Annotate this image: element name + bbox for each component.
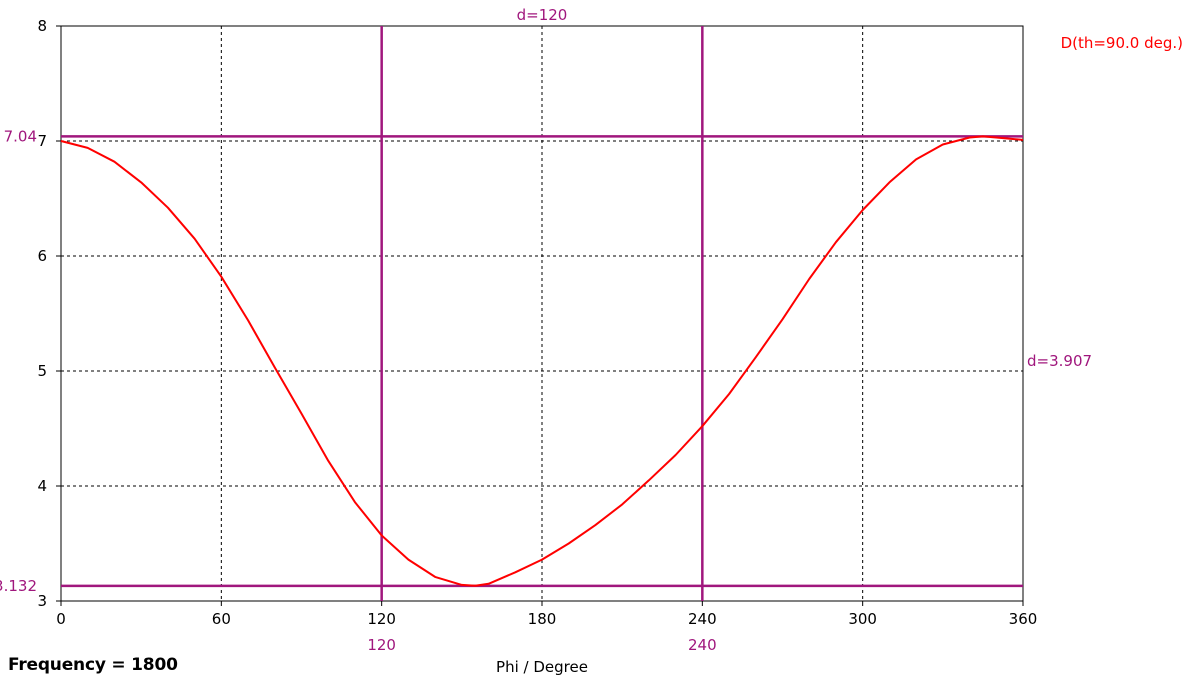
y-tick-label-6: 6 [37, 247, 47, 265]
x-tick-label-180: 180 [528, 610, 557, 628]
x-tick-label-300: 300 [848, 610, 877, 628]
axis-ticks: 0 60 120 180 240 300 360 3 4 5 6 7 8 [37, 17, 1037, 628]
x-tick-label-60: 60 [212, 610, 231, 628]
series-layer [60, 135, 1024, 587]
marker-vlabel-240: 240 [688, 636, 717, 654]
y-tick-label-3: 3 [37, 592, 47, 610]
marker-hlabel-0: 7.04 [4, 127, 37, 145]
marker-vlabel-120: 120 [367, 636, 396, 654]
y-tick-label-7: 7 [37, 132, 47, 150]
marker-lines [61, 26, 1023, 601]
y-tick-label-4: 4 [37, 477, 47, 495]
marker-y-delta-label: d=3.907 [1027, 352, 1092, 370]
y-tick-label-5: 5 [37, 362, 47, 380]
legend-label: D(th=90.0 deg.) [1061, 34, 1183, 52]
grid [61, 26, 1023, 601]
x-axis-label: Phi / Degree [496, 658, 588, 676]
y-tick-label-8: 8 [37, 17, 47, 35]
marker-hlabel-1: 3.132 [0, 577, 37, 595]
series-line-0 [60, 135, 1024, 587]
marker-x-delta-label: d=120 [517, 6, 568, 24]
x-tick-label-240: 240 [688, 610, 717, 628]
x-tick-label-360: 360 [1009, 610, 1038, 628]
x-tick-label-0: 0 [56, 610, 66, 628]
label-layer: 120 240 7.04 3.132 d=120 d=3.907 D(th=90.0 deg… [0, 6, 1183, 676]
x-tick-label-120: 120 [367, 610, 396, 628]
frequency-label: Frequency = 1800 [8, 655, 178, 675]
